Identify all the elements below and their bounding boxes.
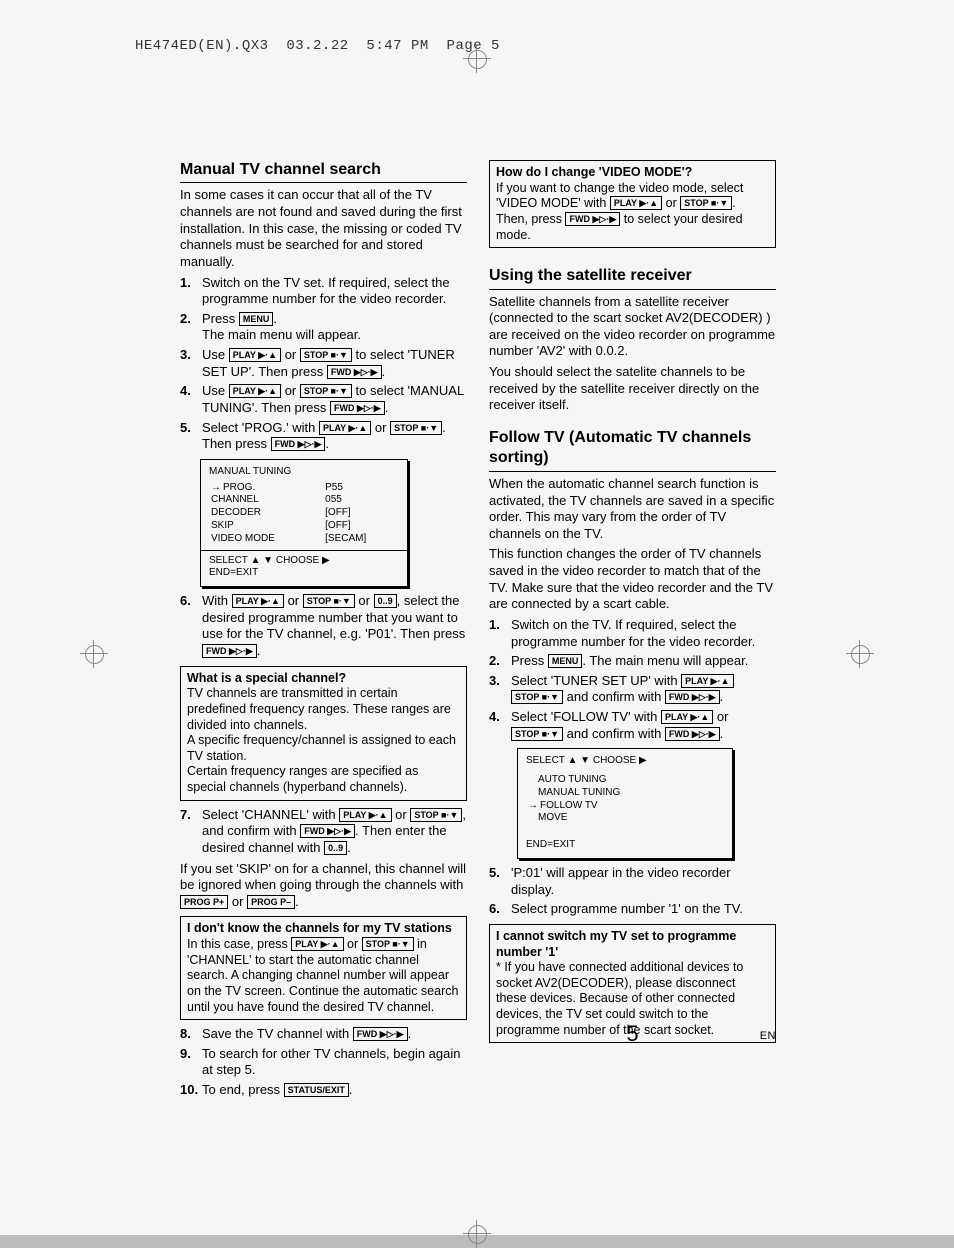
note-title: I cannot switch my TV set to programme n… — [496, 929, 736, 959]
stop-down-button-icon: STOP ■·▼ — [680, 196, 732, 210]
step-9: To search for other TV channels, begin a… — [180, 1046, 467, 1079]
menu-button-icon: MENU — [548, 654, 583, 668]
step-r1: Switch on the TV. If required, select th… — [489, 617, 776, 650]
stop-down-button-icon: STOP ■·▼ — [410, 808, 462, 822]
steps-manual-end: Save the TV channel with FWD ▶▷·▶. To se… — [180, 1026, 467, 1099]
note-unknown-channels: I don't know the channels for my TV stat… — [180, 916, 467, 1020]
fwd-button-icon: FWD ▶▷·▶ — [271, 437, 326, 451]
note-title: I don't know the channels for my TV stat… — [187, 921, 452, 935]
language-code: EN — [760, 1029, 776, 1043]
panel-end: END=EXIT — [209, 567, 399, 580]
step-r5: 'P:01' will appear in the video recorder… — [489, 865, 776, 898]
page-number: 5 — [626, 1020, 638, 1048]
prog-up-button-icon: PROG P+ — [180, 895, 228, 909]
play-up-button-icon: PLAY ▶·▲ — [229, 348, 281, 362]
step-4: Use PLAY ▶·▲ or STOP ■·▼ to select 'MANU… — [180, 383, 467, 416]
crop-mark-icon — [463, 1220, 491, 1248]
steps-manual-cont2: Select 'CHANNEL' with PLAY ▶·▲ or STOP ■… — [180, 807, 467, 857]
digits-button-icon: 0..9 — [374, 594, 397, 608]
note-title: How do I change 'VIDEO MODE'? — [496, 165, 692, 179]
digits-button-icon: 0..9 — [324, 841, 347, 855]
panel-title: MANUAL TUNING — [209, 466, 399, 479]
stop-down-button-icon: STOP ■·▼ — [362, 937, 414, 951]
step-5: Select 'PROG.' with PLAY ▶·▲ or STOP ■·▼… — [180, 420, 467, 453]
step-1: Switch on the TV set. If required, selec… — [180, 275, 467, 308]
note-special-channel: What is a special channel? TV channels a… — [180, 666, 467, 801]
steps-manual: Switch on the TV set. If required, selec… — [180, 275, 467, 453]
play-up-button-icon: PLAY ▶·▲ — [232, 594, 284, 608]
fwd-button-icon: FWD ▶▷·▶ — [300, 824, 355, 838]
fwd-button-icon: FWD ▶▷·▶ — [565, 212, 620, 226]
step-10: To end, press STATUS/EXIT. — [180, 1082, 467, 1099]
follow-text-2: This function changes the order of TV ch… — [489, 546, 776, 613]
play-up-button-icon: PLAY ▶·▲ — [610, 196, 662, 210]
heading-manual-search: Manual TV channel search — [180, 160, 467, 183]
right-column: How do I change 'VIDEO MODE'? If you wan… — [489, 160, 776, 1055]
step-8: Save the TV channel with FWD ▶▷·▶. — [180, 1026, 467, 1043]
note-video-mode: How do I change 'VIDEO MODE'? If you wan… — [489, 160, 776, 248]
prog-down-button-icon: PROG P– — [247, 895, 295, 909]
play-up-button-icon: PLAY ▶·▲ — [229, 384, 281, 398]
step-7: Select 'CHANNEL' with PLAY ▶·▲ or STOP ■… — [180, 807, 467, 857]
crop-mark-icon — [463, 45, 491, 73]
step-6: With PLAY ▶·▲ or STOP ■·▼ or 0..9, selec… — [180, 593, 467, 660]
follow-text-1: When the automatic channel search functi… — [489, 476, 776, 543]
left-column: Manual TV channel search In some cases i… — [180, 160, 467, 1055]
content-columns: Manual TV channel search In some cases i… — [180, 160, 776, 1055]
fwd-button-icon: FWD ▶▷·▶ — [202, 644, 257, 658]
step-3: Use PLAY ▶·▲ or STOP ■·▼ to select 'TUNE… — [180, 347, 467, 380]
note-title: What is a special channel? — [187, 671, 346, 685]
sat-text-1: Satellite channels from a satellite rece… — [489, 294, 776, 361]
fwd-button-icon: FWD ▶▷·▶ — [353, 1027, 408, 1041]
step-r6: Select programme number '1' on the TV. — [489, 901, 776, 918]
play-up-button-icon: PLAY ▶·▲ — [291, 937, 343, 951]
menu-button-icon: MENU — [239, 312, 274, 326]
play-up-button-icon: PLAY ▶·▲ — [681, 674, 733, 688]
osd-panel-manual-tuning: MANUAL TUNING PROG.P55 CHANNEL055 DECODE… — [200, 459, 408, 587]
play-up-button-icon: PLAY ▶·▲ — [339, 808, 391, 822]
stop-down-button-icon: STOP ■·▼ — [300, 348, 352, 362]
skip-note: If you set 'SKIP' on for a channel, this… — [180, 861, 467, 911]
play-up-button-icon: PLAY ▶·▲ — [661, 710, 713, 724]
sat-text-2: You should select the satelite channels … — [489, 364, 776, 414]
intro-text: In some cases it can occur that all of t… — [180, 187, 467, 270]
fwd-button-icon: FWD ▶▷·▶ — [330, 401, 385, 415]
heading-satellite: Using the satellite receiver — [489, 266, 776, 289]
crop-mark-icon — [80, 640, 108, 668]
step-2: Press MENU. The main menu will appear. — [180, 311, 467, 344]
stop-down-button-icon: STOP ■·▼ — [300, 384, 352, 398]
stop-down-button-icon: STOP ■·▼ — [511, 690, 563, 704]
steps-follow: Switch on the TV. If required, select th… — [489, 617, 776, 742]
panel-rows: AUTO TUNING MANUAL TUNING FOLLOW TV MOVE — [526, 774, 724, 825]
stop-down-button-icon: STOP ■·▼ — [511, 727, 563, 741]
stop-down-button-icon: STOP ■·▼ — [390, 421, 442, 435]
fwd-button-icon: FWD ▶▷·▶ — [327, 365, 382, 379]
osd-panel-tuner-setup: SELECT ▲ ▼ CHOOSE ▶ AUTO TUNING MANUAL T… — [517, 748, 733, 859]
step-r2: Press MENU. The main menu will appear. — [489, 653, 776, 670]
fwd-button-icon: FWD ▶▷·▶ — [665, 690, 720, 704]
play-up-button-icon: PLAY ▶·▲ — [319, 421, 371, 435]
steps-manual-cont: With PLAY ▶·▲ or STOP ■·▼ or 0..9, selec… — [180, 593, 467, 660]
page: HE474ED(EN).QX3 03.2.22 5:47 PM Page 5 M… — [0, 0, 954, 1235]
fwd-button-icon: FWD ▶▷·▶ — [665, 727, 720, 741]
panel-rows: PROG.P55 CHANNEL055 DECODER[OFF] SKIP[OF… — [209, 482, 399, 546]
step-r4: Select 'FOLLOW TV' with PLAY ▶·▲ or STOP… — [489, 709, 776, 742]
steps-follow-cont: 'P:01' will appear in the video recorder… — [489, 865, 776, 918]
crop-mark-icon — [846, 640, 874, 668]
stop-down-button-icon: STOP ■·▼ — [303, 594, 355, 608]
panel-hint: SELECT ▲ ▼ CHOOSE ▶ — [526, 755, 724, 768]
heading-follow-tv: Follow TV (Automatic TV channels sorting… — [489, 428, 776, 472]
panel-end: END=EXIT — [526, 839, 724, 852]
panel-hint: SELECT ▲ ▼ CHOOSE ▶ — [209, 555, 399, 568]
status-exit-button-icon: STATUS/EXIT — [284, 1083, 349, 1097]
file-header: HE474ED(EN).QX3 03.2.22 5:47 PM Page 5 — [135, 38, 500, 54]
step-r3: Select 'TUNER SET UP' with PLAY ▶·▲ STOP… — [489, 673, 776, 706]
